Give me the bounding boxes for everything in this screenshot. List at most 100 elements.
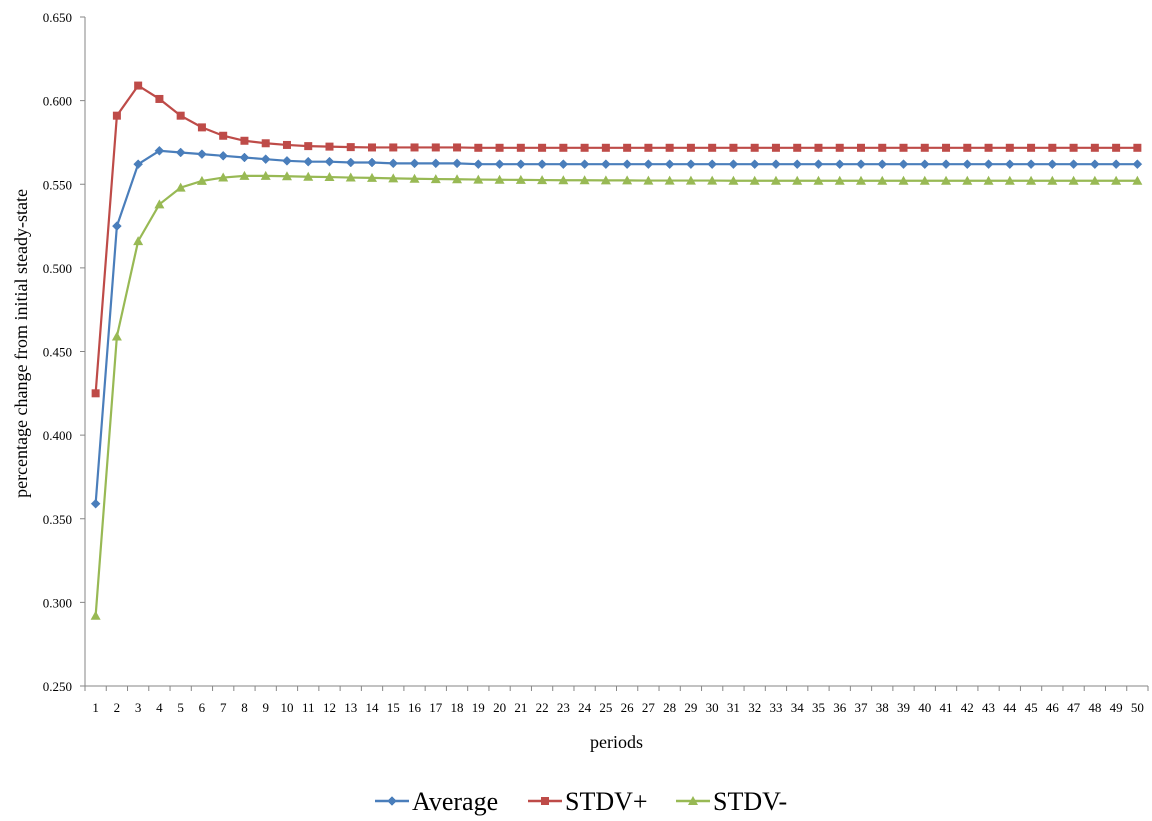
- data-point: [261, 139, 270, 148]
- data-point: [579, 159, 590, 170]
- data-point: [538, 143, 547, 152]
- series-stdv-minus: [90, 170, 1143, 620]
- series-layer: [90, 81, 1143, 620]
- x-tick-label: 10: [280, 700, 293, 715]
- data-point: [133, 159, 144, 170]
- data-point: [112, 221, 122, 231]
- data-point: [1027, 143, 1036, 152]
- data-point: [537, 175, 548, 185]
- data-point: [196, 175, 207, 185]
- data-point: [494, 174, 505, 184]
- x-tick-label: 16: [408, 700, 422, 715]
- series-average: [90, 145, 1143, 509]
- data-point: [1111, 175, 1122, 185]
- data-point: [1005, 143, 1014, 152]
- x-tick-label: 7: [220, 700, 227, 715]
- y-tick-label: 0.500: [43, 261, 72, 276]
- data-point: [728, 159, 739, 170]
- data-point: [1111, 159, 1121, 170]
- x-tick-label: 30: [706, 700, 719, 715]
- x-tick-label: 18: [451, 700, 464, 715]
- data-point: [1068, 175, 1079, 185]
- legend-marker: [541, 797, 549, 805]
- legend-marker: [688, 796, 698, 805]
- data-point: [664, 175, 675, 185]
- data-point: [1133, 143, 1142, 152]
- y-axis-title: percentage change from initial steady-st…: [11, 189, 31, 498]
- data-point: [473, 159, 484, 170]
- x-tick-label: 12: [323, 700, 336, 715]
- data-point: [962, 159, 973, 170]
- data-point: [239, 170, 250, 180]
- x-tick-label: 40: [918, 700, 931, 715]
- data-point: [707, 159, 718, 170]
- x-tick-label: 6: [199, 700, 206, 715]
- x-tick-label: 37: [854, 700, 868, 715]
- data-point: [749, 159, 760, 170]
- data-point: [1089, 175, 1100, 185]
- data-point: [708, 143, 717, 152]
- data-point: [750, 143, 759, 152]
- x-tick-label: 48: [1088, 700, 1101, 715]
- data-point: [707, 175, 718, 185]
- data-point: [623, 143, 632, 152]
- data-point: [325, 142, 334, 151]
- x-tick-label: 34: [791, 700, 805, 715]
- data-point: [516, 143, 525, 152]
- data-point: [1132, 159, 1143, 170]
- data-point: [324, 172, 335, 182]
- data-point: [792, 159, 803, 170]
- data-point: [728, 175, 739, 185]
- data-point: [218, 150, 229, 161]
- data-point: [154, 145, 165, 156]
- data-point: [983, 175, 994, 185]
- x-tick-label: 33: [769, 700, 782, 715]
- legend-label: STDV+: [565, 787, 648, 816]
- y-tick-label: 0.300: [43, 595, 72, 610]
- x-axis-ticks: 1 2 3 4 5 6 7 8 9 10 11 12 13 14 15 16 17 18 19 20 21 22 23 24 2…: [84, 686, 1149, 715]
- data-point: [877, 159, 888, 170]
- data-point: [984, 143, 993, 152]
- data-point: [919, 159, 930, 170]
- data-point: [1132, 175, 1143, 185]
- data-point: [303, 156, 314, 167]
- data-point: [134, 81, 143, 90]
- x-tick-label: 3: [135, 700, 142, 715]
- data-point: [155, 94, 164, 103]
- data-point: [942, 143, 951, 152]
- y-tick-label: 0.600: [43, 94, 72, 109]
- data-point: [453, 143, 462, 152]
- data-point: [963, 143, 972, 152]
- data-point: [877, 175, 888, 185]
- x-tick-label: 31: [727, 700, 740, 715]
- data-point: [983, 159, 994, 170]
- data-point: [515, 174, 526, 184]
- data-point: [345, 172, 356, 182]
- data-point: [792, 175, 803, 185]
- data-point: [1048, 143, 1057, 152]
- data-point: [219, 131, 228, 140]
- data-point: [643, 159, 654, 170]
- data-point: [1089, 159, 1100, 170]
- data-point: [580, 143, 589, 152]
- data-point: [962, 175, 973, 185]
- data-point: [771, 159, 781, 170]
- data-point: [749, 175, 760, 185]
- data-point: [389, 143, 398, 152]
- data-point: [388, 158, 399, 169]
- x-tick-label: 32: [748, 700, 761, 715]
- data-point: [345, 157, 356, 168]
- x-tick-label: 50: [1131, 700, 1144, 715]
- data-point: [644, 143, 653, 152]
- data-point: [197, 149, 207, 159]
- data-point: [665, 143, 674, 152]
- x-tick-label: 41: [940, 700, 953, 715]
- data-point: [834, 175, 845, 185]
- data-point: [473, 174, 484, 184]
- x-tick-label: 42: [961, 700, 974, 715]
- data-point: [1068, 159, 1079, 170]
- x-tick-label: 39: [897, 700, 910, 715]
- data-point: [855, 175, 866, 185]
- data-point: [1112, 143, 1121, 152]
